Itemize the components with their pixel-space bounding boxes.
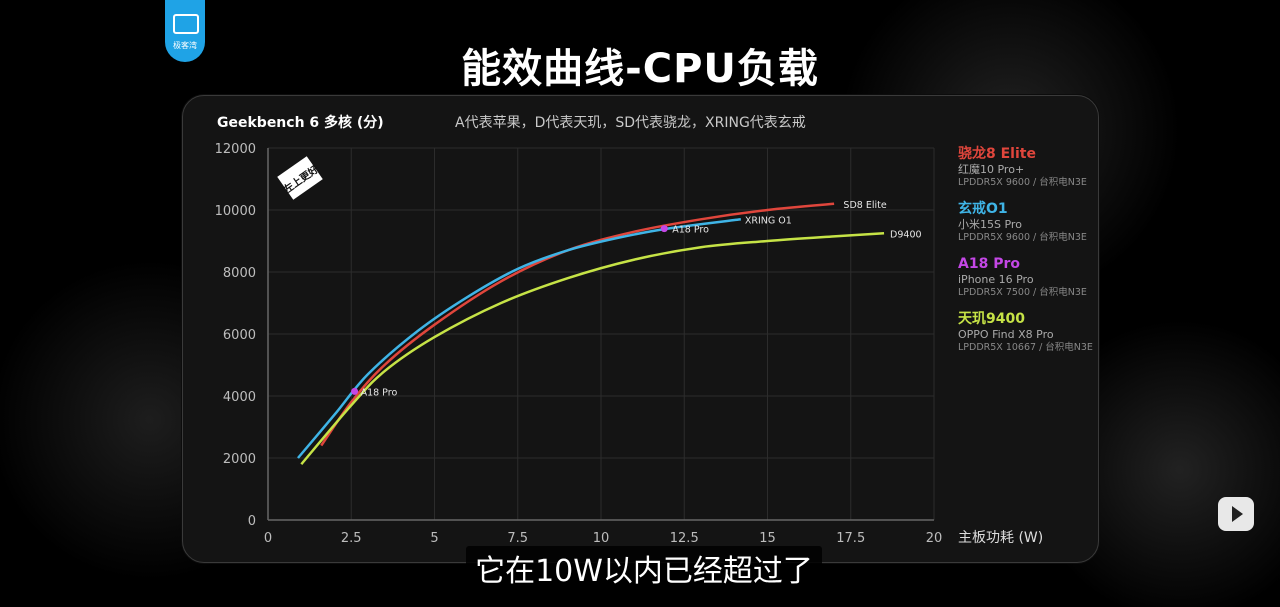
series-line-3 [300, 232, 885, 466]
channel-logo: 极客湾 [165, 0, 205, 62]
chart-title: Geekbench 6 多核 (分) [217, 115, 384, 131]
x-tick-label: 0 [264, 531, 272, 546]
x-tick-label: 15 [759, 531, 776, 546]
better-badge: 左上更好 [277, 156, 323, 200]
legend-memo: LPDDR5X 9600 / 台积电N3E [958, 177, 1087, 188]
legend-device: OPPO Find X8 Pro [958, 328, 1054, 341]
legend-memo: LPDDR5X 10667 / 台积电N3E [958, 342, 1093, 353]
x-tick-label: 2.5 [341, 531, 362, 546]
y-tick-label: 8000 [223, 266, 256, 281]
x-tick-label: 12.5 [670, 531, 699, 546]
x-tick-label: 17.5 [836, 531, 865, 546]
y-tick-label: 2000 [223, 452, 256, 467]
series-line-0 [320, 202, 835, 447]
legend-device: 小米15S Pro [958, 218, 1022, 231]
legend-memo: LPDDR5X 7500 / 台积电N3E [958, 287, 1087, 298]
point-label: SD8 Elite [843, 200, 886, 211]
video-subtitle: 它在10W以内已经超过了 [466, 546, 822, 598]
x-tick-label: 7.5 [507, 531, 528, 546]
y-tick-label: 6000 [223, 328, 256, 343]
y-tick-label: 0 [248, 514, 256, 529]
legend-device: 红魔10 Pro+ [958, 163, 1025, 176]
legend-item: 玄戒O1 小米15S Pro LPDDR5X 9600 / 台积电N3E [958, 201, 1098, 245]
point-label: A18 Pro [672, 225, 709, 236]
y-tick-label: 12000 [215, 142, 256, 157]
legend-name: 玄戒O1 [958, 201, 1008, 217]
chart-note: A代表苹果，D代表天玑，SD代表骁龙，XRING代表玄戒 [455, 115, 806, 131]
x-tick-label: 10 [593, 531, 610, 546]
legend-device: iPhone 16 Pro [958, 273, 1034, 286]
x-tick-label: 20 [926, 531, 943, 546]
legend-item: A18 Pro iPhone 16 Pro LPDDR5X 7500 / 台积电N3… [958, 256, 1098, 300]
play-icon[interactable] [1218, 497, 1254, 531]
logo-text: 极客湾 [173, 41, 197, 50]
y-tick-label: 10000 [215, 204, 256, 219]
legend-name: 天玑9400 [958, 311, 1025, 327]
page-title: 能效曲线-CPU负载 [461, 46, 819, 92]
legend: 骁龙8 Elite 红魔10 Pro+ LPDDR5X 9600 / 台积电N3E 玄… [958, 146, 1098, 366]
y-tick-label: 4000 [223, 390, 256, 405]
logo-icon [173, 14, 199, 34]
series-point-2 [660, 225, 668, 233]
badge-box [277, 156, 323, 200]
series-line-1 [297, 218, 742, 459]
chart-panel [182, 95, 1099, 563]
legend-item: 天玑9400 OPPO Find X8 Pro LPDDR5X 10667 / 台积… [958, 311, 1098, 355]
legend-memo: LPDDR5X 9600 / 台积电N3E [958, 232, 1087, 243]
legend-name: A18 Pro [958, 256, 1020, 272]
x-tick-label: 5 [430, 531, 438, 546]
point-label: D9400 [890, 229, 922, 240]
x-axis-label: 主板功耗 (W) [958, 530, 1043, 546]
point-label: XRING O1 [745, 215, 792, 226]
point-label: A18 Pro [361, 387, 398, 398]
series-point-2 [351, 387, 359, 395]
legend-name: 骁龙8 Elite [958, 146, 1036, 162]
legend-item: 骁龙8 Elite 红魔10 Pro+ LPDDR5X 9600 / 台积电N3E [958, 146, 1098, 190]
